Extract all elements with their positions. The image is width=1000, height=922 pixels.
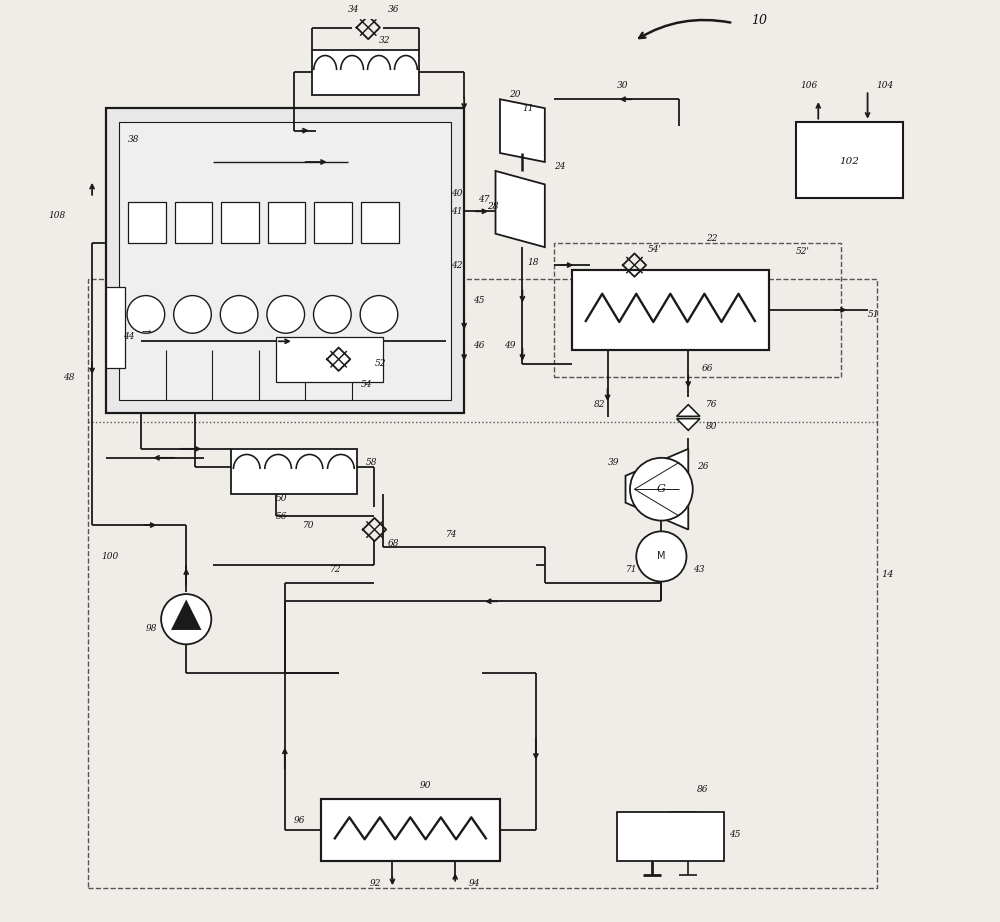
Text: 58: 58	[366, 458, 377, 467]
Text: 36: 36	[388, 6, 399, 14]
Text: 40: 40	[451, 189, 462, 198]
Text: 50: 50	[276, 493, 287, 502]
Text: 32: 32	[379, 37, 390, 45]
Text: 46: 46	[473, 341, 485, 350]
Text: 90: 90	[419, 781, 431, 789]
Text: 30: 30	[617, 81, 628, 90]
Text: 39: 39	[608, 458, 619, 467]
Text: 51: 51	[868, 310, 879, 319]
Text: 24: 24	[554, 162, 565, 171]
Bar	[796, 122, 903, 198]
Text: G: G	[657, 484, 666, 494]
Circle shape	[220, 296, 258, 333]
Text: 45: 45	[473, 297, 485, 305]
Circle shape	[630, 458, 693, 521]
Circle shape	[360, 296, 398, 333]
Bar	[314, 202, 352, 242]
Bar	[268, 202, 305, 242]
Text: 66: 66	[702, 363, 713, 372]
Text: 48: 48	[63, 372, 74, 382]
Bar	[617, 812, 724, 861]
Text: 108: 108	[48, 211, 65, 220]
Bar	[572, 269, 769, 350]
Text: →: →	[141, 327, 151, 337]
Polygon shape	[496, 171, 545, 247]
Circle shape	[314, 296, 351, 333]
Text: 70: 70	[303, 521, 314, 529]
Polygon shape	[500, 100, 545, 162]
Text: 44: 44	[123, 332, 135, 341]
Text: 18: 18	[527, 258, 538, 266]
Text: 52': 52'	[796, 247, 810, 256]
Text: 82: 82	[594, 399, 606, 408]
Text: 100: 100	[101, 552, 118, 561]
Text: 43: 43	[693, 565, 704, 574]
Bar	[312, 50, 419, 95]
Text: 41: 41	[451, 207, 462, 216]
Text: 49: 49	[504, 341, 516, 350]
Text: 98: 98	[146, 623, 157, 632]
Text: 28: 28	[487, 202, 498, 211]
Text: 92: 92	[370, 880, 382, 888]
Polygon shape	[171, 599, 201, 630]
Text: 72: 72	[330, 565, 341, 574]
Bar	[321, 798, 500, 861]
Circle shape	[636, 531, 686, 582]
Text: 76: 76	[706, 399, 718, 408]
Text: 94: 94	[469, 880, 480, 888]
Text: M: M	[657, 551, 666, 561]
Text: 34: 34	[348, 6, 359, 14]
Circle shape	[174, 296, 211, 333]
Bar	[554, 242, 841, 377]
Text: 26: 26	[697, 462, 709, 471]
Polygon shape	[626, 449, 688, 529]
Text: 20: 20	[509, 90, 520, 100]
Text: 54: 54	[361, 380, 373, 389]
Text: 10: 10	[751, 14, 767, 27]
Text: 80: 80	[706, 422, 718, 431]
Text: 47: 47	[478, 195, 489, 204]
Text: 22: 22	[706, 233, 718, 242]
Bar	[119, 122, 451, 399]
Text: 56: 56	[276, 512, 287, 521]
Polygon shape	[677, 419, 700, 431]
Text: 74: 74	[446, 529, 458, 538]
Bar	[128, 202, 166, 242]
Bar	[276, 337, 383, 382]
Text: 11: 11	[522, 103, 534, 112]
Polygon shape	[677, 405, 700, 417]
Text: 42: 42	[451, 261, 462, 269]
Bar	[175, 202, 212, 242]
Text: 104: 104	[877, 81, 894, 90]
Text: 45: 45	[729, 830, 740, 839]
Bar	[106, 108, 464, 413]
Text: 96: 96	[294, 816, 305, 825]
Bar	[106, 288, 125, 368]
Bar	[221, 202, 259, 242]
Bar	[88, 278, 877, 888]
Text: 86: 86	[697, 785, 709, 794]
Text: 102: 102	[840, 158, 860, 167]
Text: 71: 71	[626, 565, 637, 574]
Circle shape	[267, 296, 305, 333]
Text: 68: 68	[388, 538, 399, 548]
Text: 106: 106	[800, 81, 818, 90]
Circle shape	[161, 594, 211, 644]
Text: 14: 14	[881, 570, 894, 579]
Bar	[231, 449, 357, 493]
Circle shape	[127, 296, 165, 333]
Bar	[361, 202, 399, 242]
Text: 52: 52	[374, 360, 386, 368]
Text: 38: 38	[128, 135, 139, 144]
Text: 54': 54'	[648, 245, 662, 254]
